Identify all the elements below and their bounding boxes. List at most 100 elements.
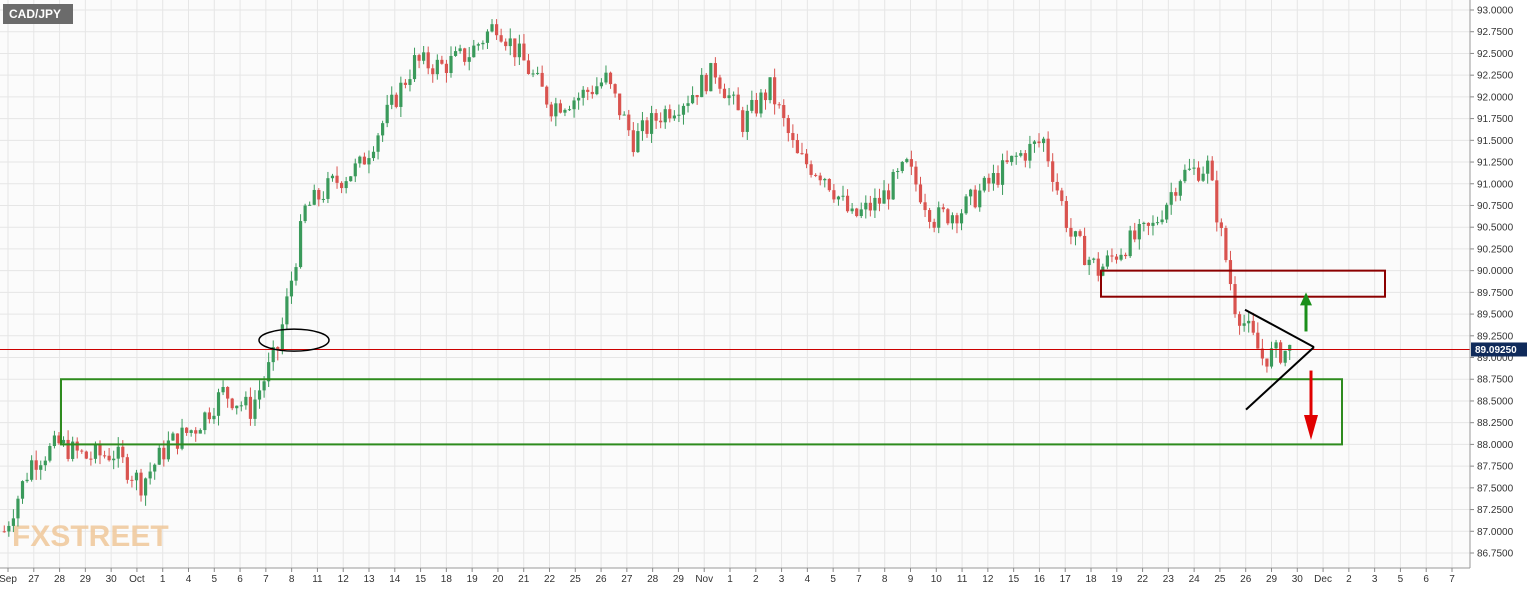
y-tick-label: 90.2500 [1477,244,1514,255]
x-tick-label: 1 [727,574,733,585]
candle-body [1224,228,1228,261]
candle-body [891,171,895,200]
candle-body [909,159,913,167]
x-tick-label: 15 [415,574,427,585]
candle-body [914,166,918,185]
candle-body [618,93,622,116]
candle-body [1046,138,1050,162]
candle-body [745,110,749,132]
candle-body [786,117,790,134]
candle-body [34,460,38,470]
y-tick-label: 89.5000 [1477,310,1514,321]
candle-body [198,430,202,434]
x-tick-label: 11 [312,574,323,585]
candle-body [1269,348,1274,367]
candle-body [298,221,303,268]
candle-body [89,458,93,460]
candle-body [773,77,777,105]
candle-body [969,189,973,197]
x-tick-label: 18 [441,574,453,585]
candle-body [1247,320,1251,324]
candle-body [577,97,581,101]
candle-body [180,427,184,449]
candle-body [362,156,366,165]
x-tick-label: 19 [1111,574,1123,585]
candle-body [827,178,831,191]
candle-body [1133,230,1137,240]
x-tick-label: 15 [1008,574,1020,585]
candle-body [768,77,772,101]
candle-body [1192,167,1196,169]
candle-body [130,479,134,481]
candle-body [599,82,604,87]
candle-body [349,176,353,182]
candle-body [403,82,408,85]
candle-body [636,131,640,153]
candle-body [285,296,289,325]
candle-body [736,94,740,111]
candle-body [517,43,521,58]
candle-body [16,498,20,519]
candle-body [367,158,371,165]
candle-body [709,63,713,92]
candle-body [1096,258,1100,276]
candle-body [143,478,148,496]
candle-body [412,55,417,80]
candle-body [84,451,88,459]
candle-body [845,195,850,212]
candle-body [558,103,562,113]
candle-body [1069,227,1073,237]
candle-body [718,77,722,89]
candle-body [937,207,941,228]
candle-body [71,441,75,459]
x-tick-label: 19 [467,574,479,585]
candle-body [1142,222,1146,225]
triangle-lower-line [1245,346,1315,411]
candle-body [93,444,98,459]
candle-body [540,72,544,87]
candle-body [1169,192,1173,205]
x-tick-label: 13 [363,574,375,585]
candle-body [463,48,467,62]
x-tick-label: 2 [1346,574,1352,585]
x-tick-label: 25 [1214,574,1226,585]
candle-body [431,68,435,75]
candle-body [572,100,576,110]
candle-body [417,55,421,61]
candle-body [595,86,599,95]
y-tick-label: 90.5000 [1477,223,1514,234]
y-tick-label: 92.2500 [1477,71,1514,82]
candle-body [440,59,444,64]
candle-body [704,74,708,92]
y-tick-label: 86.7500 [1477,549,1514,560]
x-tick-label: 28 [647,574,659,585]
y-tick-label: 88.2500 [1477,418,1514,429]
x-tick-label: 27 [28,574,40,585]
candle-body [987,177,991,184]
candle-body [508,38,512,47]
x-tick-label: 23 [1163,574,1175,585]
candle-body [631,130,635,153]
breakout-ellipse [258,328,330,352]
x-tick-label: 10 [931,574,943,585]
candle-body [75,441,79,451]
candle-body [1183,169,1187,182]
candle-body [294,267,298,281]
candle-body [563,109,567,113]
x-tick-label: 17 [1060,574,1072,585]
candle-body [112,458,116,461]
candle-body [1146,222,1151,226]
candle-body [216,392,221,416]
candle-body [453,51,458,56]
candle-body [66,439,70,459]
candle-body [1251,320,1255,333]
candle-body [481,42,485,45]
candle-body [248,396,253,419]
candle-body [1028,143,1032,161]
candle-body [1242,323,1246,326]
candle-body [549,104,553,117]
candle-body [690,95,695,104]
candle-body [267,362,271,382]
candle-body [640,120,645,132]
